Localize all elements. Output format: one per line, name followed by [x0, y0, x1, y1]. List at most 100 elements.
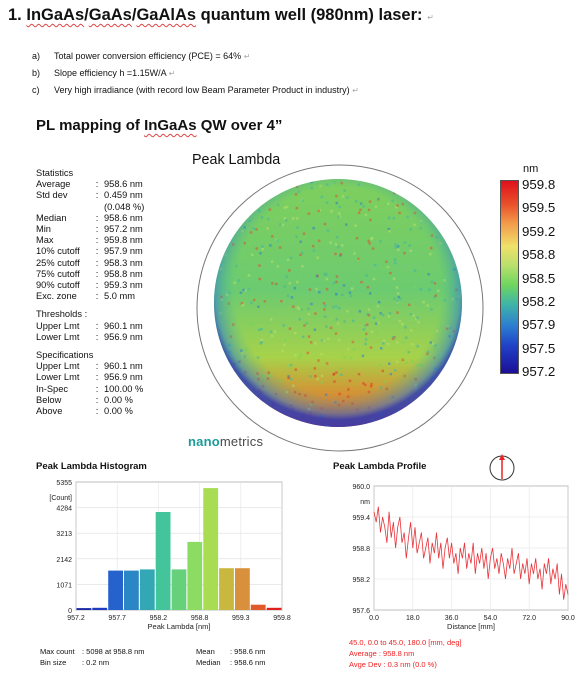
list-item: c) Very high irradiance (with record low …: [32, 85, 359, 95]
wafer-pixel: [253, 407, 256, 410]
wafer-pixel: [380, 424, 383, 427]
wafer-pixel: [401, 185, 404, 188]
stat-row: Upper Lmt:960.1 nm: [36, 321, 144, 332]
colorbar-label: 958.8: [522, 247, 556, 263]
stat-label: 90% cutoff: [36, 280, 80, 291]
stat-row: Min:957.2 nm: [36, 224, 144, 235]
stat-separator: :: [95, 291, 99, 302]
wafer-pixel: [266, 195, 269, 199]
stat-label: 75% cutoff: [36, 268, 80, 279]
histogram-ytick: 2142: [56, 557, 72, 564]
wafer-pixel: [443, 411, 446, 415]
wafer-pixel: [460, 186, 462, 190]
wafer-pixel: [449, 184, 452, 188]
colorbar-label: 957.2: [522, 364, 556, 380]
wafer-pixel: [459, 342, 462, 345]
wafer-map-title: Peak Lambda: [192, 152, 281, 168]
wafer-pixel: [236, 219, 239, 222]
wafer-pixel: [221, 405, 224, 408]
stat-value: 956.9 nm: [104, 372, 143, 383]
wafer-pixel: [222, 422, 226, 425]
histogram-title: Peak Lambda Histogram: [36, 461, 147, 472]
stat-separator: :: [95, 406, 99, 417]
stat-row: 90% cutoff:959.3 nm: [36, 280, 144, 291]
wafer-pixel: [241, 416, 245, 420]
stat-label: Min: [36, 224, 51, 235]
paragraph-mark-icon: ↵: [352, 86, 359, 95]
wafer-pixel: [456, 422, 459, 426]
wafer-pixel: [229, 391, 233, 394]
wafer-pixel: [230, 210, 233, 213]
stat-row: 10% cutoff:957.9 nm: [36, 246, 144, 257]
stat-label: Above: [36, 406, 63, 417]
wafer-pixel: [388, 186, 392, 190]
stat-value: 958.6 nm: [104, 179, 143, 190]
wafer-pixel: [436, 390, 440, 393]
wafer-pixel: [219, 235, 223, 238]
stat-label: 25% cutoff: [36, 257, 80, 268]
stat-row: Max:959.8 nm: [36, 235, 144, 246]
list-item: b) Slope efficiency h =1.15W/A ↵: [32, 68, 176, 78]
wafer-pixel: [214, 408, 217, 412]
histogram-ytick: 5355: [56, 480, 72, 487]
wafer-pixel: [225, 237, 228, 240]
stat-row: Average:958.6 nm: [36, 179, 144, 190]
wafer-pixel: [431, 208, 435, 211]
wafer-pixel: [262, 412, 265, 415]
histogram-bar: [250, 604, 266, 610]
stat-label: Lower Lmt: [36, 372, 80, 383]
wafer-pixel: [442, 192, 446, 196]
histogram-footer: Max count: 5098 at 958.8 nm Bin size: 0.…: [40, 647, 145, 667]
wafer-pixel: [269, 195, 272, 199]
paragraph-mark-icon: ↵: [427, 13, 434, 22]
stat-value: 0.459 nm: [104, 190, 143, 201]
colorbar-unit: nm: [523, 163, 539, 175]
wafer-pixel: [447, 209, 450, 213]
wafer-pixel: [389, 421, 392, 425]
wafer-pixel: [425, 186, 428, 189]
wafer-outline: [196, 164, 484, 452]
stat-separator: :: [95, 212, 99, 223]
stat-row: 25% cutoff:958.3 nm: [36, 258, 144, 269]
histogram-xtick: 958.2: [150, 615, 168, 622]
colorbar-labels: 959.8 959.5 959.2 958.8 958.5 958.2 957.…: [522, 173, 555, 384]
wafer-pixel: [450, 399, 453, 402]
wafer-pixel: [233, 397, 236, 400]
profile-xtick: 54.0: [484, 615, 498, 622]
wafer-pixel: [450, 376, 453, 380]
wafer-pixel: [248, 404, 252, 407]
wafer-pixel: [448, 239, 452, 242]
wafer-pixel: [438, 377, 442, 381]
stat-row: In-Spec:100.00 %: [36, 384, 144, 395]
histogram-xtick: 958.8: [191, 615, 209, 622]
wafer-pixel: [448, 420, 451, 424]
histogram-bar: [92, 607, 108, 610]
wafer-pixel: [216, 373, 219, 376]
stat-row: Std dev:0.459 nm: [36, 190, 144, 201]
stat-row: :(0.048 %): [36, 202, 144, 213]
section-number: 1.: [8, 6, 22, 24]
wafer-pixel: [217, 221, 221, 224]
profile-xtick: 72.0: [522, 615, 536, 622]
wafer-pixel: [254, 202, 257, 205]
heading-word-ingaas: InGaAs: [26, 6, 85, 24]
wafer-pixel: [453, 377, 457, 380]
wafer-pixel: [274, 412, 277, 415]
wafer-pixel: [219, 423, 222, 426]
profile-ytick: 959.4: [352, 515, 370, 522]
stat-value: 960.1 nm: [104, 320, 143, 331]
stat-label: Median: [36, 212, 67, 223]
stat-separator: :: [95, 320, 99, 331]
wafer-pixel: [425, 179, 429, 182]
wafer-pixel: [412, 405, 415, 409]
stat-separator: :: [95, 190, 99, 201]
wafer-pixel: [218, 243, 221, 246]
stat-value: 958.6 nm: [104, 212, 143, 223]
wafer-pixel: [243, 404, 246, 407]
wafer-pixel: [311, 426, 315, 427]
wafer-pixel: [230, 193, 233, 196]
colorbar: [500, 180, 519, 374]
wafer-pixel: [426, 404, 429, 407]
wafer-pixel: [439, 227, 442, 231]
wafer-pixel: [390, 423, 393, 427]
